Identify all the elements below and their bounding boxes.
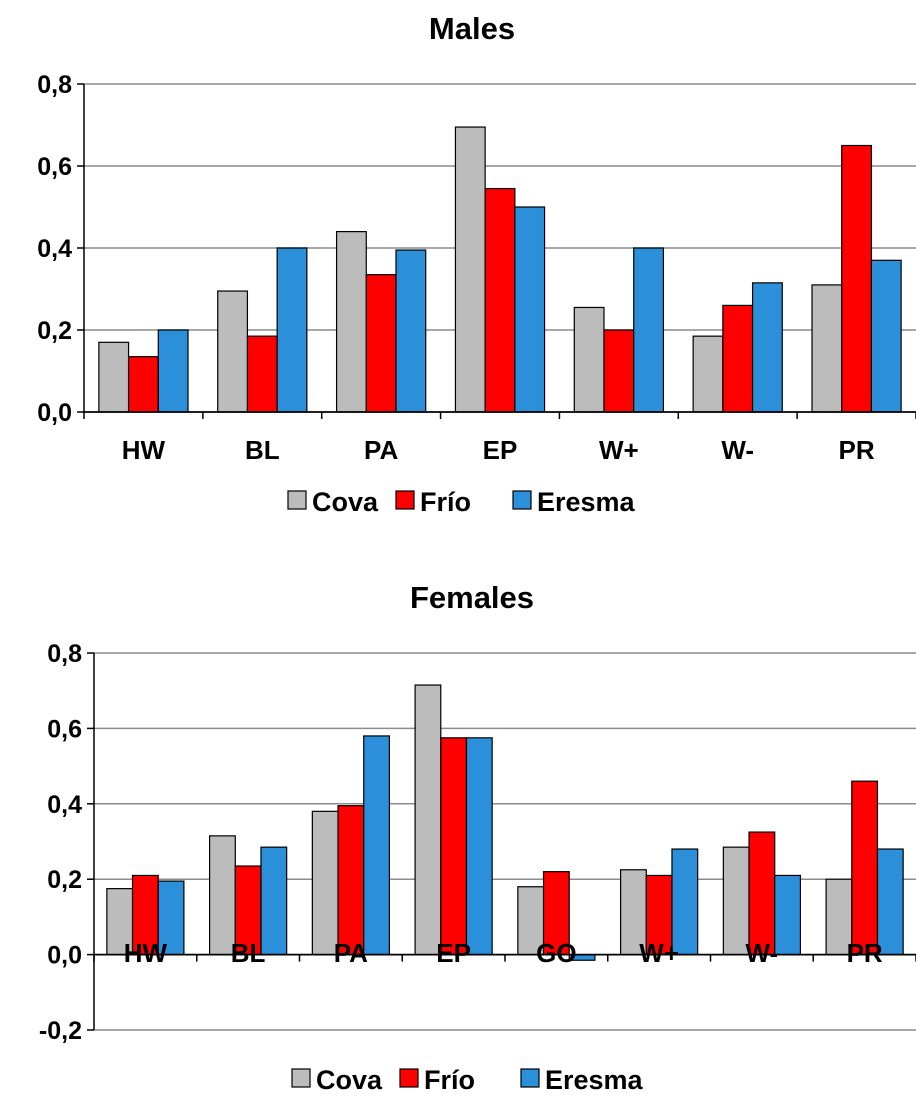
males-category-label: PR (839, 435, 875, 465)
males-bar-frio-pa (365, 274, 397, 413)
males-bar-frio-bl (246, 335, 278, 413)
males-bar-frio-wminus (722, 304, 754, 413)
males-bar-frio-hw (127, 356, 159, 413)
females-y-tick-label: -0,2 (39, 1017, 82, 1045)
females-category-label: W+ (639, 938, 679, 968)
females-bar-cova-ep (414, 684, 442, 956)
females-bar-cova-bl (208, 835, 236, 956)
males-category-label: HW (122, 435, 166, 465)
females-bar-frio-go (542, 871, 570, 956)
females-category-label: BL (231, 938, 266, 968)
females-category-label: PA (334, 938, 368, 968)
males-category-label: W+ (599, 435, 639, 465)
males-legend-swatch-cova (287, 490, 307, 510)
males-bar-eresma-bl (276, 247, 308, 413)
males-bar-eresma-pa (395, 249, 427, 413)
females-legend-swatch-cova (291, 1068, 311, 1088)
males-legend-label-frio: Frío (420, 487, 471, 517)
females-bar-eresma-bl (260, 846, 288, 956)
females-bar-frio-hw (131, 874, 159, 956)
females-bar-eresma-pr (876, 848, 904, 956)
males-bar-eresma-pr (870, 259, 902, 413)
males-bar-frio-wplus (603, 329, 635, 413)
males-bar-cova-wminus (692, 335, 724, 413)
females-y-tick-label: 0,8 (47, 640, 82, 668)
males-y-tick-label: 0,8 (37, 71, 72, 99)
males-legend-swatch-frio (395, 490, 415, 510)
males-category-label: W- (721, 435, 754, 465)
males-bar-cova-hw (98, 341, 130, 413)
females-chart-title: Females (410, 580, 534, 615)
males-bar-frio-pr (841, 144, 873, 413)
males-legend-label-eresma: Eresma (537, 487, 636, 517)
females-bar-cova-pa (311, 810, 339, 956)
males-bar-eresma-wplus (633, 247, 665, 413)
females-category-label: GO (536, 938, 576, 968)
males-chart: Males 0,0 0,2 0,4 0,6 0,8 HW BL PA EP W+ W- PR Cova F… (37, 11, 916, 517)
females-legend-swatch-eresma (520, 1068, 540, 1088)
females-category-label: EP (436, 938, 471, 968)
females-bar-frio-wminus (748, 831, 776, 956)
males-legend-label-cova: Cova (312, 487, 379, 517)
females-legend-label-frio: Frío (424, 1065, 475, 1095)
males-legend-swatch-eresma (512, 490, 532, 510)
males-bar-eresma-hw (157, 329, 189, 413)
females-bar-eresma-wminus (774, 874, 802, 956)
males-y-tick-label: 0,2 (37, 317, 72, 345)
males-category-label: PA (364, 435, 398, 465)
males-bar-eresma-wminus (751, 282, 783, 413)
males-bar-cova-pr (811, 284, 843, 413)
males-bar-cova-wplus (573, 306, 605, 413)
females-bar-frio-pa (337, 805, 365, 956)
females-category-label: PR (847, 938, 883, 968)
females-bar-eresma-pa (363, 735, 391, 956)
females-y-tick-label: 0,2 (47, 866, 82, 894)
females-bar-eresma-ep (465, 737, 493, 956)
males-bar-frio-ep (484, 187, 516, 413)
males-category-label: EP (483, 435, 518, 465)
females-bar-cova-wminus (722, 846, 750, 956)
males-y-tick-label: 0,6 (37, 153, 72, 181)
males-category-label: BL (245, 435, 280, 465)
males-bar-cova-pa (335, 231, 367, 413)
females-category-label: HW (124, 938, 168, 968)
females-legend-swatch-frio (399, 1068, 419, 1088)
females-legend-label-cova: Cova (316, 1065, 383, 1095)
females-bar-frio-ep (440, 737, 468, 956)
females-bar-frio-pr (851, 780, 879, 956)
males-bar-cova-ep (454, 126, 486, 413)
females-chart: Females -0,2 0,0 0,2 0,4 0,6 0,8 HW BL PA EP GO W+ W… (39, 580, 916, 1095)
males-y-tick-label: 0,0 (37, 399, 72, 427)
females-y-tick-label: 0,6 (47, 715, 82, 743)
males-bar-eresma-ep (514, 206, 546, 413)
females-legend-label-eresma: Eresma (545, 1065, 644, 1095)
females-bar-eresma-hw (157, 880, 185, 956)
females-y-tick-label: 0,4 (47, 791, 82, 819)
females-category-label: W- (746, 938, 779, 968)
females-bar-cova-pr (825, 878, 853, 956)
females-y-tick-label: 0,0 (47, 942, 82, 970)
males-y-tick-label: 0,4 (37, 235, 72, 263)
males-chart-title: Males (429, 11, 515, 46)
males-bar-cova-bl (217, 290, 249, 413)
